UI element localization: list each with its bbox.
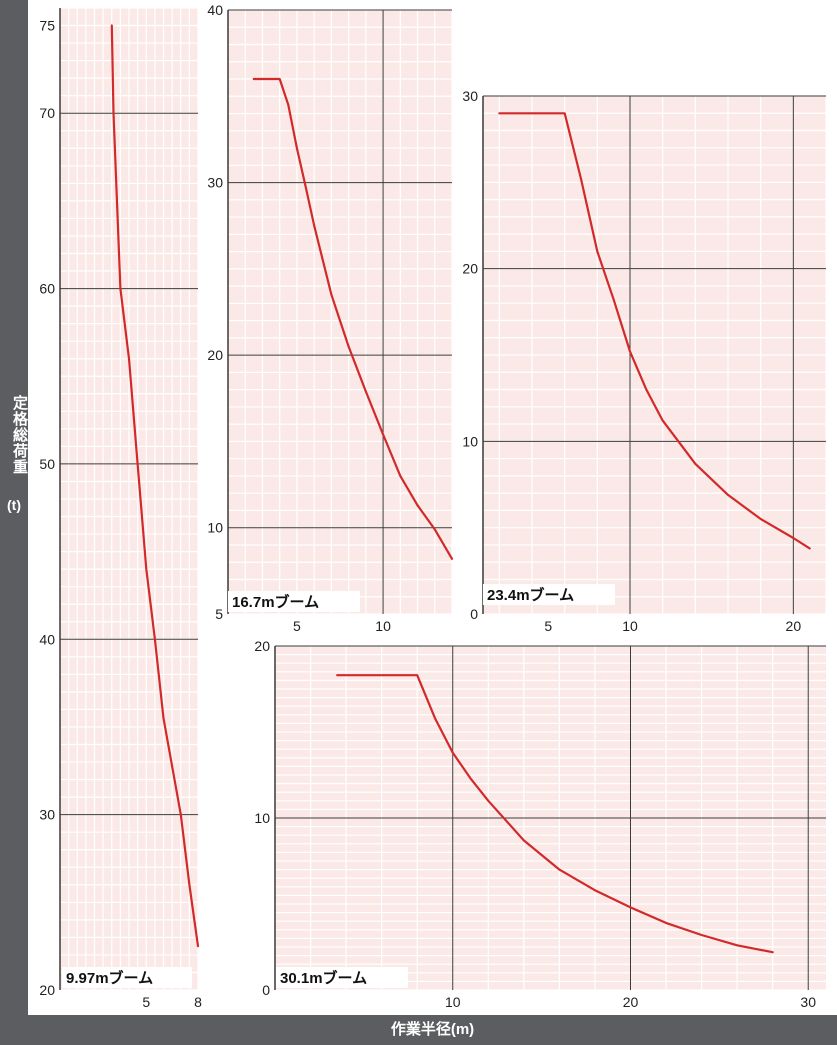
y-tick-label: 40: [39, 631, 55, 647]
y-axis-unit: (t): [7, 497, 21, 513]
x-tick-label: 30: [800, 994, 816, 1010]
x-axis-label: 作業半径(m): [390, 1021, 475, 1038]
capacity-curve: [252, 77, 454, 560]
y-tick-label: 60: [39, 281, 55, 297]
chart-title: 16.7mブーム: [232, 593, 319, 611]
capacity-curve: [110, 24, 200, 948]
capacity-curve: [498, 112, 811, 550]
chart-title: 23.4mブーム: [487, 586, 574, 604]
y-tick-label: 10: [207, 520, 223, 536]
chart-title-box: [276, 967, 408, 988]
y-tick-label: 20: [254, 638, 270, 654]
x-tick-label: 10: [622, 618, 638, 634]
x-tick-label: 10: [445, 994, 461, 1010]
x-tick-label: 5: [142, 994, 150, 1010]
y-tick-label: 50: [39, 456, 55, 472]
x-tick-label: 5: [544, 618, 552, 634]
y-tick-label: 20: [462, 261, 478, 277]
chart-title-box: [483, 584, 615, 605]
y-tick-label: 30: [39, 807, 55, 823]
plot-area: [228, 10, 452, 614]
x-tick-label: 10: [375, 618, 391, 634]
chart-title: 30.1mブーム: [280, 969, 367, 987]
y-tick-label: 5: [215, 606, 223, 622]
y-tick-label: 0: [470, 606, 478, 622]
y-axis-band: [0, 0, 28, 1045]
chart-1: 20 30 40 50 60 70 75 5 8 9.97mブーム: [39, 7, 202, 1010]
y-tick-label: 30: [207, 175, 223, 191]
x-tick-label: 8: [194, 994, 202, 1010]
chart-2: 5 10 20 30 40 5 10 16.7mブーム: [207, 2, 454, 634]
y-tick-label: 30: [462, 88, 478, 104]
chart-title-box: [228, 591, 360, 612]
chart-3: 0 10 20 30 5 10 20 23.4mブーム: [462, 88, 827, 634]
y-tick-label: 75: [39, 18, 55, 34]
y-tick-label: 20: [207, 347, 223, 363]
capacity-curve: [336, 674, 774, 954]
x-tick-label: 20: [623, 994, 639, 1010]
y-tick-label: 0: [262, 982, 270, 998]
x-axis-band: [28, 1015, 837, 1045]
x-tick-label: 5: [293, 618, 301, 634]
chart-4: 0 10 20 10 20 30 30.1mブーム: [254, 638, 826, 1010]
y-axis-label: 定格総荷重: [11, 395, 28, 475]
chart-title: 9.97mブーム: [66, 969, 153, 987]
x-tick-label: 20: [786, 618, 802, 634]
y-tick-label: 70: [39, 105, 55, 121]
y-tick-label: 40: [207, 2, 223, 18]
y-tick-label: 20: [39, 982, 55, 998]
chart-title-box: [62, 967, 192, 988]
y-tick-label: 10: [462, 433, 478, 449]
y-tick-label: 10: [254, 810, 270, 826]
